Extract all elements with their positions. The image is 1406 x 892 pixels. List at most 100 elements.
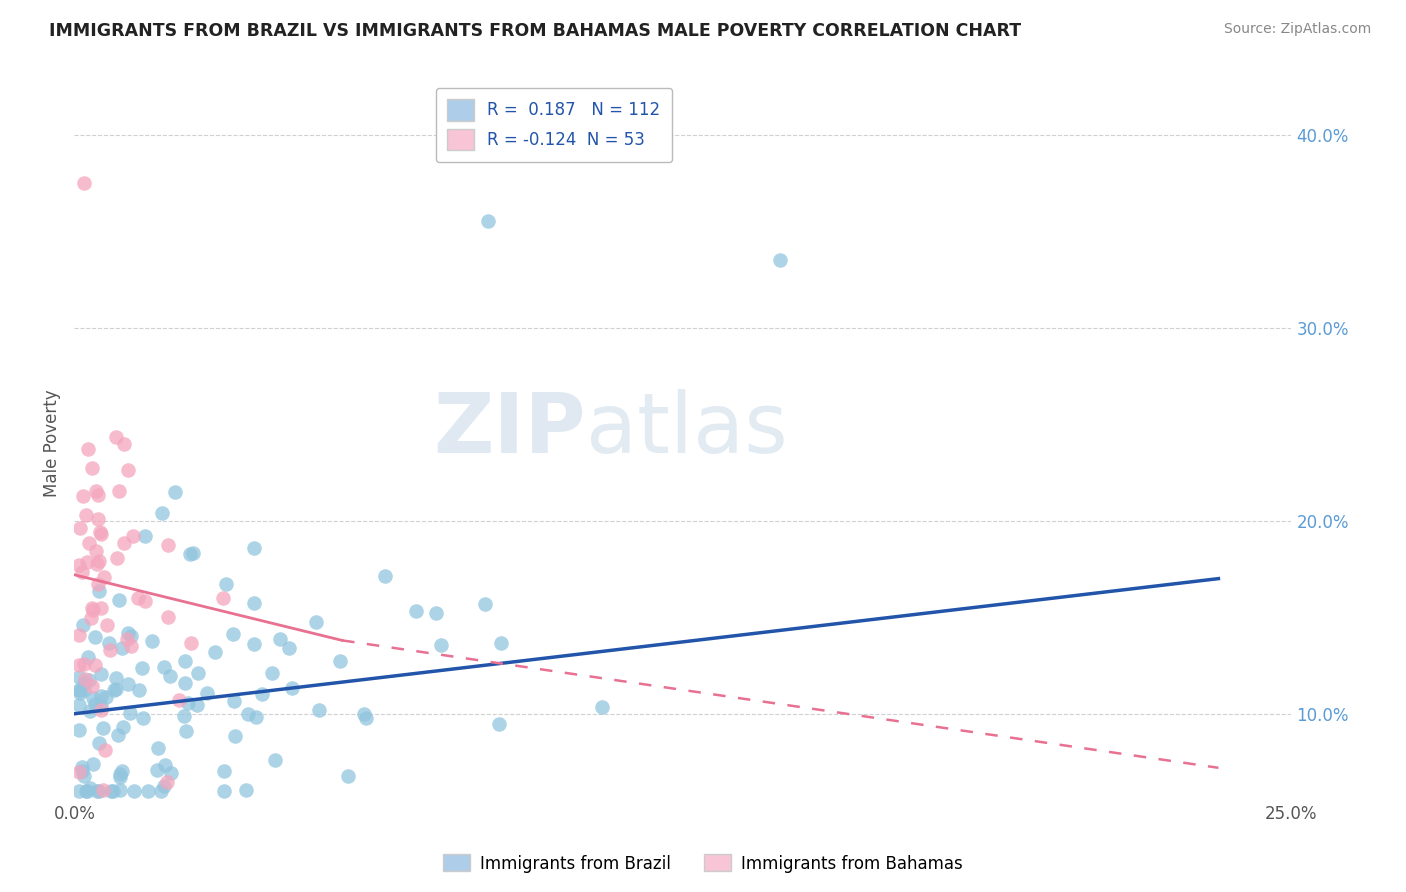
Point: [69, 686, 91, 700]
Point: [90, 667, 112, 681]
Point: [84, 630, 107, 644]
Point: [105, 681, 128, 696]
Point: [153, 758, 176, 772]
Point: [179, 548, 201, 562]
Point: [67, 723, 90, 738]
Point: [174, 654, 197, 668]
Text: IMMIGRANTS FROM BRAZIL VS IMMIGRANTS FROM BAHAMAS MALE POVERTY CORRELATION CHART: IMMIGRANTS FROM BRAZIL VS IMMIGRANTS FRO…: [49, 22, 1021, 40]
Point: [269, 632, 291, 646]
Point: [195, 686, 218, 700]
Point: [72, 764, 94, 778]
Point: [769, 253, 792, 268]
Point: [156, 538, 179, 552]
Point: [80, 611, 103, 625]
Point: [87, 512, 110, 526]
Point: [488, 717, 510, 731]
Point: [67, 558, 90, 572]
Point: [73, 676, 96, 690]
Point: [69, 682, 91, 697]
Point: [128, 682, 150, 697]
Point: [79, 673, 101, 687]
Point: [90, 690, 112, 704]
Point: [117, 677, 139, 691]
Point: [87, 784, 110, 798]
Point: [245, 710, 267, 724]
Point: [215, 576, 238, 591]
Point: [204, 645, 226, 659]
Point: [132, 711, 155, 725]
Point: [70, 760, 93, 774]
Point: [70, 565, 93, 579]
Point: [134, 594, 156, 608]
Point: [591, 699, 613, 714]
Point: [115, 632, 138, 647]
Point: [120, 639, 142, 653]
Point: [79, 704, 101, 718]
Point: [138, 784, 160, 798]
Point: [84, 544, 107, 558]
Point: [127, 591, 149, 605]
Point: [222, 694, 245, 708]
Legend: Immigrants from Brazil, Immigrants from Bahamas: Immigrants from Brazil, Immigrants from …: [437, 847, 969, 880]
Point: [98, 642, 121, 657]
Point: [112, 720, 135, 734]
Point: [174, 723, 197, 738]
Point: [84, 697, 107, 711]
Point: [117, 626, 139, 640]
Point: [90, 698, 112, 713]
Point: [122, 784, 145, 798]
Point: [67, 628, 90, 642]
Point: [80, 461, 103, 475]
Point: [87, 577, 110, 591]
Point: [477, 214, 499, 228]
Point: [353, 706, 375, 721]
Point: [153, 779, 176, 793]
Point: [474, 597, 496, 611]
Point: [224, 729, 246, 743]
Point: [86, 557, 108, 571]
Point: [82, 691, 104, 706]
Point: [374, 569, 396, 583]
Point: [93, 722, 115, 736]
Point: [425, 606, 447, 620]
Point: [82, 757, 104, 772]
Point: [73, 176, 96, 190]
Text: atlas: atlas: [585, 389, 787, 470]
Text: Source: ZipAtlas.com: Source: ZipAtlas.com: [1223, 22, 1371, 37]
Point: [110, 766, 132, 780]
Point: [238, 706, 260, 721]
Point: [77, 650, 100, 665]
Point: [107, 483, 129, 498]
Point: [118, 706, 141, 720]
Point: [243, 596, 266, 610]
Point: [90, 703, 112, 717]
Point: [77, 536, 100, 550]
Point: [356, 711, 378, 725]
Point: [281, 681, 304, 695]
Point: [87, 736, 110, 750]
Point: [264, 753, 287, 767]
Point: [111, 640, 134, 655]
Point: [73, 769, 96, 783]
Point: [89, 584, 111, 599]
Point: [103, 682, 125, 697]
Point: [120, 629, 142, 643]
Point: [242, 637, 264, 651]
Point: [82, 603, 104, 617]
Point: [134, 529, 156, 543]
Point: [93, 569, 115, 583]
Point: [69, 521, 91, 535]
Point: [67, 784, 90, 798]
Text: ZIP: ZIP: [433, 389, 585, 470]
Point: [79, 781, 101, 796]
Point: [187, 665, 209, 680]
Point: [67, 658, 90, 673]
Point: [105, 671, 128, 685]
Point: [212, 764, 235, 779]
Point: [76, 442, 98, 456]
Point: [186, 698, 208, 712]
Point: [163, 484, 186, 499]
Point: [156, 610, 179, 624]
Point: [67, 670, 90, 684]
Point: [235, 782, 257, 797]
